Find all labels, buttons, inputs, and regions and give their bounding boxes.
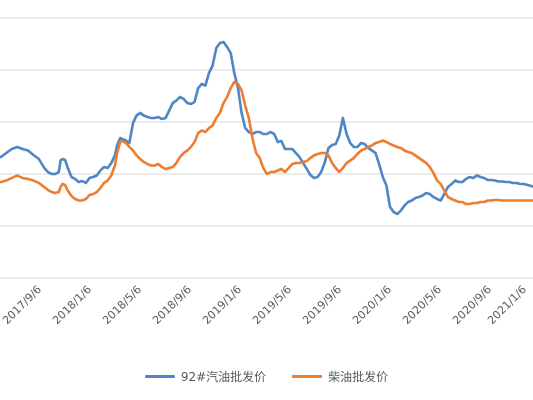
x-tick-label: 2017/9/6 (0, 283, 44, 327)
x-tick-label: 2018/1/6 (50, 283, 94, 327)
legend-label-gasoline: 92#汽油批发价 (180, 369, 267, 384)
legend-swatch-gasoline (144, 374, 175, 378)
legend: 92#汽油批发价 柴油批发价 (0, 366, 533, 386)
x-tick-label: 2019/1/6 (200, 283, 244, 327)
series-line-diesel (0, 80, 533, 206)
x-tick-label: 2018/5/6 (100, 283, 144, 327)
legend-label-diesel: 柴油批发价 (328, 369, 389, 384)
x-tick-label: 2019/5/6 (250, 283, 294, 327)
x-tick-label: 2019/9/6 (300, 283, 344, 327)
series-line-gasoline (0, 40, 533, 216)
x-tick-label: 2018/9/6 (150, 283, 194, 327)
x-tick-label: 2021/1/6 (485, 283, 529, 327)
x-tick-label: 2020/5/6 (400, 283, 444, 327)
x-tick-label: 2020/1/6 (350, 283, 394, 327)
legend-item-gasoline: 92#汽油批发价 (144, 368, 267, 385)
legend-swatch-diesel (292, 374, 323, 378)
legend-item-diesel: 柴油批发价 (292, 368, 388, 385)
